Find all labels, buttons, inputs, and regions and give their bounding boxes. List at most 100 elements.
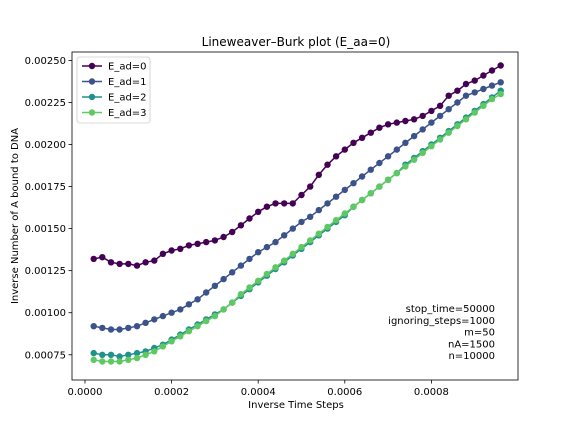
data-point [263, 203, 271, 210]
x-tick-label: 0.0000 [67, 387, 102, 398]
data-point [315, 206, 322, 214]
data-point [307, 213, 314, 220]
data-point [350, 203, 357, 210]
data-point [99, 351, 106, 358]
data-point [90, 356, 97, 363]
x-axis-label: Inverse Time Steps [248, 400, 344, 411]
data-point [237, 291, 245, 298]
data-point [272, 264, 279, 271]
data-point [194, 240, 201, 247]
y-axis-ticks: 0.00075 0.00100 0.00125 0.00150 0.00175 0.002… [25, 56, 72, 361]
plot-frame [71, 51, 519, 381]
legend-label: E_ad=3 [108, 108, 147, 119]
data-point [497, 62, 504, 69]
data-point [358, 196, 366, 204]
data-point [185, 301, 193, 308]
data-point [402, 139, 409, 146]
data-point [358, 173, 366, 180]
data-point [462, 92, 470, 99]
data-point [211, 237, 219, 244]
series-line-1 [93, 81, 501, 331]
parameter-annotation: stop_time=50000ignoring_steps=1000m=50nA… [388, 304, 495, 362]
series-1 [90, 79, 504, 333]
annotation-line: nA=1500 [448, 339, 495, 350]
data-point [263, 243, 271, 251]
annotation-line: n=10000 [448, 351, 495, 362]
data-point [203, 238, 210, 246]
plot-area [90, 62, 504, 365]
data-point [376, 124, 383, 131]
data-point [220, 275, 227, 283]
data-point [341, 210, 348, 217]
data-point [168, 338, 175, 345]
y-tick-label: 0.00150 [25, 224, 66, 235]
data-point [428, 119, 435, 126]
data-point [159, 343, 167, 350]
data-point [229, 228, 236, 236]
data-point [281, 232, 288, 239]
data-point [289, 225, 296, 232]
legend: E_ad=0 E_ad=1 E_ad=2 E_ad=3 [76, 56, 151, 124]
data-point [445, 92, 452, 99]
data-point [203, 289, 210, 296]
data-point [298, 243, 305, 251]
data-point [315, 230, 322, 237]
x-tick-label: 0.0008 [414, 387, 449, 398]
data-point [177, 333, 184, 340]
data-point [436, 136, 444, 143]
data-point [255, 277, 262, 284]
data-point [133, 354, 141, 362]
legend-marker [88, 109, 96, 116]
data-point [168, 309, 175, 316]
data-point [211, 312, 219, 320]
data-point [324, 200, 331, 207]
data-point [298, 218, 305, 226]
data-point [125, 260, 132, 268]
data-point [315, 171, 322, 178]
data-point [125, 351, 132, 358]
data-point [263, 270, 271, 278]
data-point [462, 80, 470, 88]
data-point [185, 242, 193, 249]
data-point [142, 259, 149, 266]
data-point [488, 95, 496, 103]
data-point [194, 296, 201, 303]
data-point [107, 358, 115, 365]
data-point [350, 139, 357, 146]
annotation-line: stop_time=50000 [406, 304, 495, 315]
data-point [255, 249, 262, 256]
data-point [393, 119, 400, 126]
data-point [168, 247, 175, 254]
data-point [142, 351, 149, 358]
data-point [116, 326, 123, 333]
data-point [107, 351, 115, 358]
data-point [393, 146, 400, 153]
data-point [255, 208, 262, 215]
data-point [376, 159, 383, 167]
legend-item: E_ad=2 [82, 93, 147, 104]
data-point [159, 250, 167, 257]
data-point [384, 176, 392, 183]
y-tick-label: 0.00100 [25, 308, 66, 319]
x-tick-label: 0.0004 [241, 387, 276, 398]
legend-marker [88, 78, 96, 85]
y-axis-label: Inverse Number of A bound to DNA [10, 128, 21, 304]
data-point [107, 259, 115, 266]
data-point [402, 163, 409, 170]
data-point [324, 161, 331, 168]
data-point [125, 324, 132, 332]
data-point [358, 134, 366, 141]
data-point [445, 129, 452, 136]
data-point [151, 316, 158, 323]
data-point [350, 180, 357, 187]
legend-label: E_ad=0 [108, 62, 147, 73]
data-point [497, 79, 504, 86]
data-point [142, 319, 149, 326]
data-point [384, 153, 392, 160]
data-point [428, 143, 435, 150]
data-point [159, 312, 167, 320]
data-point [281, 257, 288, 264]
data-point [341, 146, 348, 153]
data-point [488, 82, 496, 89]
